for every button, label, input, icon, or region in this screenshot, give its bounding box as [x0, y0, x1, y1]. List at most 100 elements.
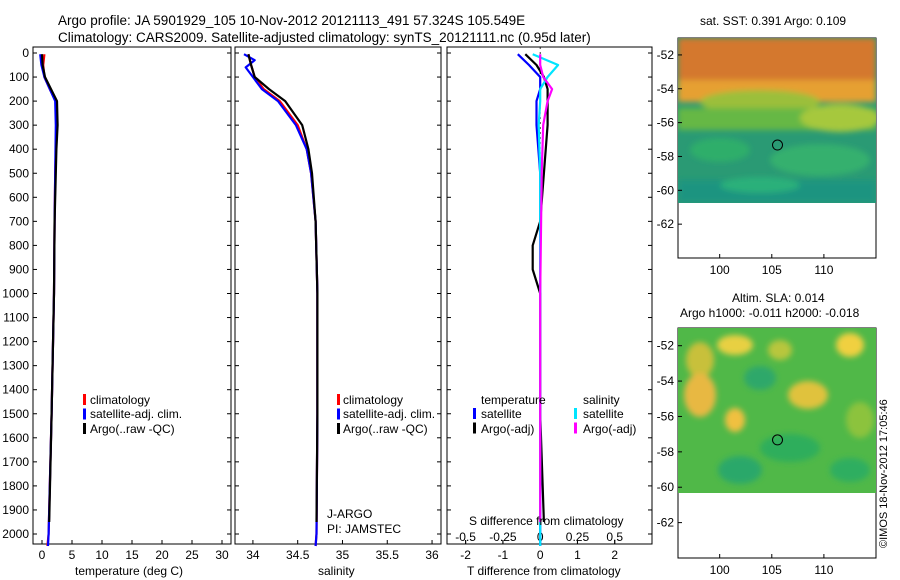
sla-map-title-line2: Argo h1000: -0.011 h2000: -0.018 [680, 306, 860, 320]
temp-x-tick-label: 5 [69, 548, 76, 562]
diff-t-x-tick-label: -1 [498, 548, 509, 562]
legend-swatch [574, 408, 577, 419]
depth-tick-label: 1400 [2, 383, 29, 397]
depth-tick-label: 1900 [2, 503, 29, 517]
diff-s-x-tick-label: -0.25 [489, 530, 517, 544]
depth-tick-label: 800 [9, 238, 29, 252]
map-lon-tick-label: 100 [710, 563, 730, 577]
map-lat-tick-label: -52 [657, 48, 675, 62]
temp-x-tick-label: 0 [39, 548, 46, 562]
header-line-1: Argo profile: JA 5901929_105 10-Nov-2012… [58, 13, 526, 28]
diff-t-axis-label: T difference from climatology [467, 564, 621, 578]
difference-panel-frame [446, 46, 653, 545]
legend-swatch [337, 423, 340, 434]
temp-legend-climatology: climatology [90, 393, 150, 407]
depth-tick-label: 900 [9, 262, 29, 276]
sal-x-tick-label: 34.5 [286, 548, 310, 562]
salinity-panel-frame [234, 46, 442, 545]
depth-tick-label: 2000 [2, 527, 29, 541]
sst-map-title: sat. SST: 0.391 Argo: 0.109 [700, 14, 846, 28]
argo-position-marker [772, 434, 784, 446]
legend-swatch [83, 394, 86, 405]
map-lon-tick-label: 105 [762, 563, 782, 577]
map-lat-tick-label: -62 [657, 516, 675, 530]
diff-s-axis-label: S difference from climatology [469, 514, 624, 528]
map-lat-tick-label: -60 [657, 480, 675, 494]
diff-legend-t-satellite: satellite [481, 407, 522, 421]
depth-tick-label: 1700 [2, 455, 29, 469]
sal-x-tick-label: 35 [336, 548, 350, 562]
depth-tick-label: 1100 [3, 311, 29, 325]
diff-t-x-tick-label: -2 [460, 548, 471, 562]
sal-annotation-program: J-ARGO [327, 507, 372, 521]
legend-swatch [574, 422, 577, 434]
temp-x-tick-label: 25 [185, 548, 199, 562]
diff-t-x-tick-label: 0 [537, 548, 544, 562]
temp-x-tick-label: 15 [125, 548, 139, 562]
sal-annotation-pi: PI: JAMSTEC [327, 522, 401, 536]
diff-legend-salinity-title: salinity [583, 393, 620, 407]
sla-map-title-line1: Altim. SLA: 0.014 [732, 291, 825, 305]
legend-swatch [337, 408, 340, 420]
temp-legend-argo: Argo(..raw -QC) [90, 422, 175, 436]
depth-tick-label: 200 [9, 94, 29, 108]
map-lat-tick-label: -58 [657, 149, 675, 163]
depth-tick-label: 1000 [2, 287, 29, 301]
map-lat-tick-label: -62 [657, 217, 675, 231]
temp-legend-satellite: satellite-adj. clim. [90, 407, 182, 421]
depth-tick-label: 700 [9, 214, 29, 228]
diff-s-x-tick-label: 0.25 [566, 530, 590, 544]
map-lat-tick-label: -54 [657, 374, 675, 388]
depth-tick-label: 300 [9, 118, 29, 132]
map-lon-tick-label: 105 [762, 263, 782, 277]
depth-tick-label: 0 [22, 46, 29, 60]
map-lat-tick-label: -52 [657, 339, 675, 353]
sst-heatmap-image [678, 38, 876, 203]
sal-x-tick-label: 36 [425, 548, 439, 562]
sal-x-axis-label: salinity [318, 564, 355, 578]
series-line-0-2 [40, 54, 59, 523]
legend-swatch [473, 408, 476, 419]
map-lon-tick-label: 110 [814, 263, 833, 277]
depth-tick-label: 1800 [2, 479, 29, 493]
sal-x-tick-label: 35.5 [376, 548, 400, 562]
depth-tick-label: 1500 [2, 407, 29, 421]
depth-tick-label: 1600 [2, 431, 29, 445]
chart-dynamic-layer: 0100200300400500600700800900100011001200… [2, 46, 833, 577]
map-lat-tick-label: -58 [657, 445, 675, 459]
legend-swatch [337, 394, 340, 405]
sla-heatmap-image [678, 328, 876, 493]
diff-legend-s-satellite: satellite [583, 407, 624, 421]
sal-legend-argo: Argo(..raw -QC) [343, 422, 428, 436]
sal-legend-climatology: climatology [343, 393, 403, 407]
series-line-2-3 [539, 54, 554, 522]
depth-tick-label: 400 [9, 142, 29, 156]
diff-t-x-tick-label: 2 [611, 548, 618, 562]
map-lat-tick-label: -60 [657, 183, 675, 197]
map-lat-tick-label: -56 [657, 116, 675, 130]
temp-x-axis-label: temperature (deg C) [75, 564, 183, 578]
map-lon-tick-label: 100 [710, 263, 730, 277]
sal-x-tick-label: 34 [246, 548, 260, 562]
argo-position-marker [772, 139, 784, 151]
depth-tick-label: 600 [9, 190, 29, 204]
header-line-2: Climatology: CARS2009. Satellite-adjuste… [58, 30, 591, 45]
diff-legend-temperature-title: temperature [481, 393, 546, 407]
diff-s-x-tick-label: 0.5 [606, 530, 623, 544]
copyright-stamp: ©IMOS 18-Nov-2012 17:05:46 [878, 399, 890, 548]
diff-t-x-tick-label: 1 [574, 548, 581, 562]
depth-tick-label: 1300 [2, 359, 29, 373]
temp-x-tick-label: 20 [155, 548, 169, 562]
legend-swatch [473, 422, 476, 434]
depth-tick-label: 100 [9, 70, 29, 84]
series-line-1-2 [247, 53, 319, 523]
sal-legend-satellite: satellite-adj. clim. [343, 407, 435, 421]
depth-tick-label: 1200 [2, 335, 29, 349]
map-lat-tick-label: -54 [657, 82, 675, 96]
diff-legend-s-argo: Argo(-adj) [583, 422, 636, 436]
diff-s-x-tick-label: -0.5 [455, 530, 476, 544]
temperature-panel-frame [32, 46, 232, 545]
legend-swatch [83, 408, 86, 420]
temp-x-tick-label: 30 [215, 548, 229, 562]
